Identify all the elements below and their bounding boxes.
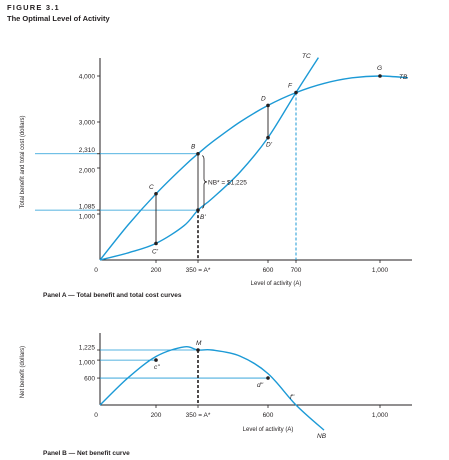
panel-a-y-tick-label: 3,000	[79, 119, 96, 126]
point-d	[266, 103, 270, 108]
panel-a-y-tick-label: 2,310	[79, 147, 96, 154]
panel-a-x-tick-label: 200	[151, 267, 162, 274]
panel-b-y-tick-label: 1,000	[79, 360, 96, 367]
point-m	[196, 348, 200, 352]
point-f	[294, 90, 298, 95]
figure-title: The Optimal Level of Activity	[7, 14, 110, 23]
panel-a-y-tick-label: 1,085	[79, 204, 96, 211]
point-label-d-prime-prime: d''	[257, 382, 264, 389]
panel-b-y-axis-title: Net benefit (dollars)	[20, 346, 26, 398]
panel-a-caption: Panel A — Total benefit and total cost c…	[43, 292, 182, 299]
panel-a-y-tick-label: 2,000	[79, 168, 96, 175]
label-tc: TC	[302, 53, 311, 60]
panel-b-y-tick-label: 600	[84, 375, 95, 382]
point-label-c: C	[149, 184, 154, 191]
point-label-f-prime-prime: f''	[290, 394, 295, 401]
figure-number: FIGURE 3.1	[7, 3, 60, 12]
panel-a-x-tick-label: 600	[263, 267, 274, 274]
label-nb: NB	[317, 433, 327, 440]
point-label-c-prime: C'	[152, 248, 159, 255]
point-label-d-prime: D'	[266, 142, 273, 149]
point-d-prime	[266, 135, 270, 140]
panel-b-origin-label: 0	[94, 412, 98, 419]
panel-a-x-tick-label: 700	[291, 267, 302, 274]
curve-tb	[99, 75, 409, 261]
point-label-m: M	[196, 340, 202, 347]
point-label-b-prime: B'	[200, 214, 206, 221]
nb-brace	[201, 155, 208, 209]
point-c	[154, 191, 158, 196]
panel-b-x-tick-label: 1,000	[372, 412, 389, 419]
point-b	[196, 151, 200, 156]
label-tb: TB	[399, 74, 408, 81]
curve-nb	[99, 345, 325, 431]
point-d-prime-prime	[266, 376, 270, 380]
point-label-d: D	[261, 95, 266, 102]
nb-annotation: NB* = $1,225	[208, 179, 247, 186]
panel-b-x-axis-title: Level of activity (A)	[243, 427, 294, 433]
panel-a-origin-label: 0	[94, 267, 98, 274]
panel-a-x-tick-label: 1,000	[372, 267, 389, 274]
panel-b-x-tick-label: 600	[263, 412, 274, 419]
panel-a-y-tick-label: 1,000	[79, 214, 96, 221]
point-b-prime	[196, 208, 200, 212]
point-label-f: F	[288, 83, 293, 90]
panel-a-x-axis-title: Level of activity (A)	[251, 281, 302, 287]
point-label-g: G	[377, 65, 382, 72]
panel-b-y-tick-label: 1,225	[79, 345, 96, 352]
point-c-prime-prime	[154, 358, 158, 362]
panel-b-x-tick-label: 350 = A*	[186, 412, 211, 419]
panel-a-x-tick-label: 350 = A*	[186, 267, 211, 274]
point-c-prime	[154, 241, 158, 246]
panel-a-y-axis-title: Total benefit and total cost (dollars)	[20, 115, 26, 208]
point-label-b: B	[191, 144, 196, 151]
panel-a-y-tick-label: 4,000	[79, 73, 96, 80]
panel-b-x-tick-label: 200	[151, 412, 162, 419]
point-g	[378, 74, 382, 78]
panel-b-caption: Panel B — Net benefit curve	[43, 450, 130, 457]
curve-tc	[99, 57, 319, 261]
point-label-c-prime-prime: c''	[154, 364, 160, 371]
